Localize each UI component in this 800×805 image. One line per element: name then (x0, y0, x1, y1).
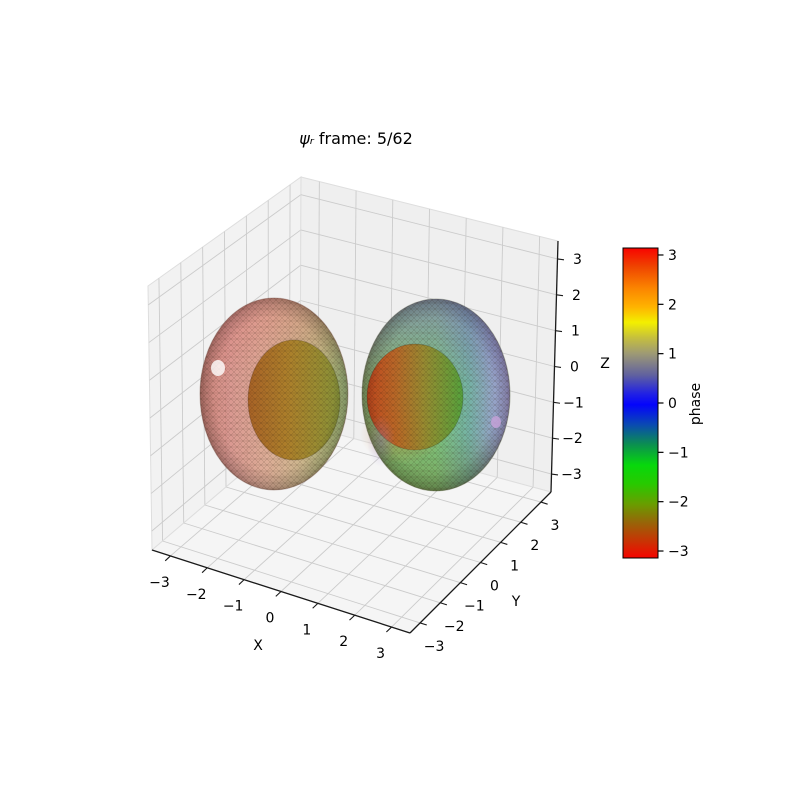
y-tick-label: −1 (464, 599, 485, 615)
colorbar-gradient (623, 248, 658, 558)
z-tick (557, 295, 564, 296)
y-tick-label: 2 (530, 538, 539, 554)
left-lobe-rim-shade (200, 298, 348, 490)
right-lobe-rim-shade (362, 299, 510, 491)
y-tick-label: 0 (490, 579, 499, 595)
y-tick-label: −2 (444, 619, 465, 635)
x-tick-label: 3 (376, 646, 385, 662)
x-tick-label: −3 (149, 575, 170, 591)
y-tick-label: −3 (424, 639, 445, 655)
colorbar-tick-label: −1 (668, 445, 689, 461)
z-tick (552, 474, 559, 475)
z-tick-label: 0 (570, 360, 579, 376)
left-lobe-highlight (211, 360, 225, 376)
x-axis-label: X (253, 638, 263, 654)
y-tick (420, 623, 427, 625)
right-lobe-highlight (491, 416, 501, 428)
z-axis-label: Z (600, 356, 610, 372)
plot-title-psi: ψᵣ (299, 129, 315, 148)
z-tick-label: −1 (563, 395, 584, 411)
x-tick (276, 592, 281, 597)
x-tick (386, 627, 391, 632)
colorbar-tick-label: 2 (668, 297, 677, 313)
colorbar-tick-label: 0 (668, 396, 677, 412)
z-tick-label: 1 (571, 324, 580, 340)
z-tick-label: −3 (561, 467, 582, 483)
z-tick (555, 367, 562, 368)
y-tick (440, 603, 447, 605)
x-tick-label: −2 (186, 587, 207, 603)
x-tick (239, 580, 244, 585)
colorbar: 3 2 1 0 −1 −2 −3 (623, 248, 689, 560)
y-tick (481, 563, 488, 565)
z-tick-label: 2 (572, 288, 581, 304)
y-axis-label: Y (511, 594, 521, 610)
x-tick (313, 603, 318, 608)
z-tick (558, 259, 565, 260)
y-tick-label: 1 (510, 558, 519, 574)
y-tick (460, 583, 467, 585)
x-tick-label: 2 (339, 634, 348, 650)
y-tick (541, 502, 548, 504)
y-tick (501, 542, 508, 544)
colorbar-tick-label: −2 (668, 495, 689, 511)
x-tick-label: 1 (302, 622, 311, 638)
colorbar-tick-label: 3 (668, 248, 677, 264)
x-tick-label: 0 (266, 611, 275, 627)
colorbar-label: phase (688, 383, 704, 425)
z-tick (556, 331, 563, 332)
z-tick-label: −2 (562, 431, 583, 447)
colorbar-tick-label: 1 (668, 347, 677, 363)
y-tick-label: 3 (550, 518, 559, 534)
x-tick (350, 615, 355, 620)
x-tick (165, 556, 170, 561)
colorbar-tick-label: −3 (668, 544, 689, 560)
x-tick (202, 568, 207, 573)
z-tick (553, 438, 560, 439)
x-tick-label: −1 (223, 599, 244, 615)
y-tick (521, 522, 528, 524)
z-tick-label: 3 (573, 252, 582, 268)
z-tick (554, 402, 561, 403)
plot-title-rest: frame: 5/62 (319, 129, 413, 148)
